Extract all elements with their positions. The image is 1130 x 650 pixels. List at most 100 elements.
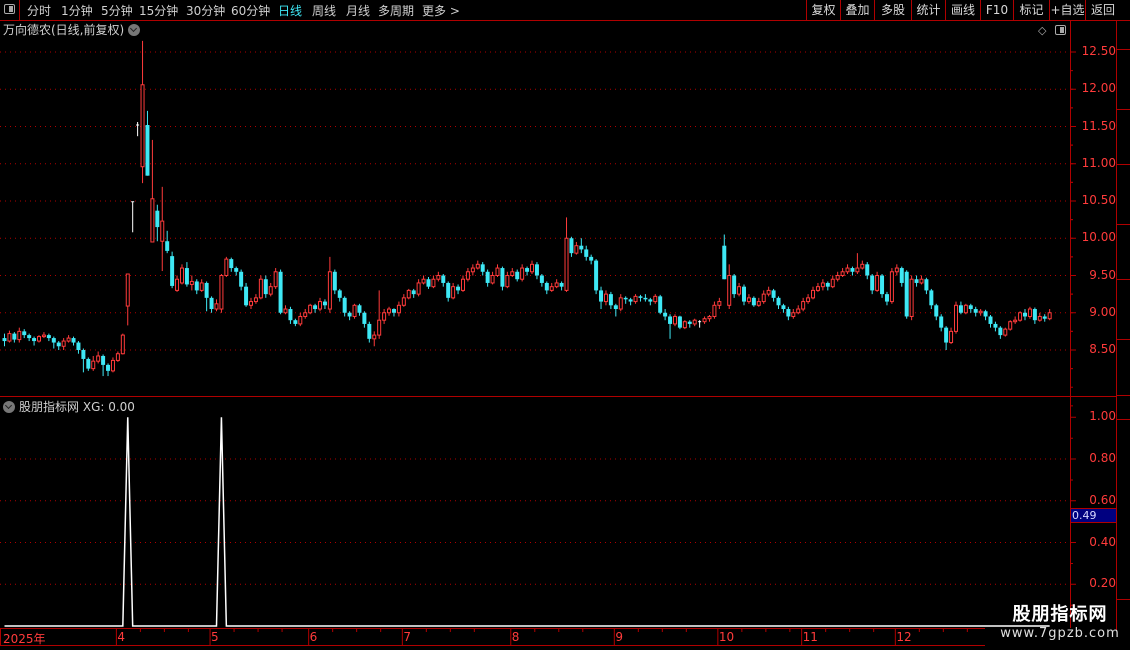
candle-body — [618, 297, 623, 310]
candle-body — [623, 297, 628, 300]
candle-body — [431, 278, 436, 288]
toolbar-button-8[interactable]: 返回 — [1085, 0, 1120, 20]
month-label: 12 — [896, 630, 912, 644]
candle-body — [1037, 315, 1042, 321]
period-tab-3[interactable]: 15分钟 — [139, 4, 179, 18]
candle-body — [742, 286, 746, 302]
period-tab-10[interactable]: 更多 > — [422, 4, 460, 18]
candle-body — [229, 259, 234, 269]
candle-body — [761, 293, 766, 303]
candle-body — [589, 256, 594, 261]
toolbar-button-6[interactable]: 标记 — [1013, 0, 1049, 20]
side-panel-cell[interactable] — [1117, 20, 1130, 50]
toolbar-button-0[interactable]: 复权 — [806, 0, 840, 20]
month-label: 4 — [117, 630, 126, 644]
candle-body — [958, 305, 963, 313]
candle-body — [441, 275, 446, 283]
candle-body — [382, 312, 387, 321]
side-panel-cell[interactable] — [1117, 225, 1130, 280]
candle-body — [845, 267, 850, 273]
toolbar-button-4[interactable]: 画线 — [945, 0, 980, 20]
period-tab-7[interactable]: 周线 — [312, 4, 337, 18]
candle-body — [1008, 321, 1013, 330]
candle-body — [953, 304, 958, 332]
candle-body — [998, 327, 1003, 336]
candle-body — [672, 315, 677, 325]
period-tab-4[interactable]: 30分钟 — [186, 4, 226, 18]
candle-body — [515, 271, 520, 280]
candle-body — [939, 316, 944, 328]
candle-body — [658, 296, 663, 313]
candle-body — [86, 358, 91, 369]
period-tab-1[interactable]: 1分钟 — [61, 4, 93, 18]
toolbar-button-1[interactable]: 叠加 — [840, 0, 874, 20]
candle-body — [880, 275, 885, 295]
candle-body — [490, 275, 495, 284]
candle-body — [569, 238, 574, 254]
side-panel-cell[interactable] — [1117, 165, 1130, 225]
candle-body — [17, 330, 22, 341]
candle-body — [500, 268, 505, 287]
candle-body — [313, 305, 318, 310]
period-tab-9[interactable]: 多周期 — [378, 4, 415, 18]
candle-body — [525, 268, 530, 272]
candle-body — [712, 304, 717, 317]
candle-body — [909, 278, 914, 317]
period-tab-2[interactable]: 5分钟 — [101, 4, 133, 18]
candle-body — [820, 282, 825, 288]
toolbar-button-3[interactable]: 统计 — [911, 0, 945, 20]
toolbar-button-2[interactable]: 多股 — [874, 0, 911, 20]
chevron-down-icon[interactable] — [3, 401, 15, 413]
side-panel-cell[interactable] — [1117, 340, 1130, 396]
price-label: 11.50 — [1081, 118, 1116, 133]
candle-body — [973, 309, 978, 313]
chevron-down-icon[interactable] — [128, 24, 141, 36]
side-panel-cell[interactable] — [1117, 280, 1130, 340]
side-panel-cell[interactable] — [1117, 396, 1130, 420]
period-tab-6[interactable]: 日线 — [278, 4, 303, 18]
candle-body — [199, 282, 204, 291]
candle-body — [357, 305, 362, 313]
candle-body — [480, 264, 485, 272]
candle-body — [71, 338, 76, 343]
candle-body — [549, 286, 554, 291]
period-tab-5[interactable]: 60分钟 — [231, 4, 271, 18]
candle-body — [120, 334, 125, 355]
panel-icon — [4, 4, 15, 14]
panel-toggle-button[interactable] — [0, 0, 20, 20]
candle-body — [46, 335, 51, 339]
candle-body — [485, 271, 490, 283]
candle-body — [160, 220, 165, 242]
candle-body — [904, 271, 909, 317]
candle-body — [140, 84, 145, 168]
indicator-header: 股朋指标网 XG: 0.00 — [3, 398, 135, 415]
side-panel-cell[interactable] — [1117, 110, 1130, 165]
candle-body — [1023, 312, 1028, 317]
candle-body — [155, 210, 160, 228]
panel-icon[interactable] — [1055, 25, 1066, 35]
indicator-label: 0.60 — [1089, 492, 1116, 507]
candle-body — [209, 297, 214, 310]
candle-body — [870, 275, 875, 291]
toolbar-button-7[interactable]: +自选 — [1049, 0, 1085, 20]
candle-body — [510, 271, 515, 276]
candle-body — [801, 301, 806, 310]
toolbar-button-5[interactable]: F10 — [980, 0, 1013, 20]
candle-body — [165, 241, 170, 251]
candle-body — [594, 260, 599, 291]
candle-body — [584, 249, 589, 257]
period-tab-8[interactable]: 月线 — [346, 4, 371, 18]
candle-body — [648, 299, 653, 302]
candle-body — [727, 275, 732, 306]
side-panel-cell[interactable] — [1117, 420, 1130, 600]
candle-body — [263, 279, 268, 295]
candle-body — [465, 271, 470, 280]
watermark-url: www.7gpzb.com — [1000, 626, 1120, 641]
candle-body — [781, 305, 786, 310]
candle-body — [520, 267, 525, 280]
side-panel-cell[interactable] — [1117, 50, 1130, 110]
candle-body — [219, 275, 224, 310]
month-label: 6 — [309, 630, 318, 644]
period-tab-0[interactable]: 分时 — [27, 4, 52, 18]
diamond-icon[interactable]: ◇ — [1038, 24, 1047, 37]
